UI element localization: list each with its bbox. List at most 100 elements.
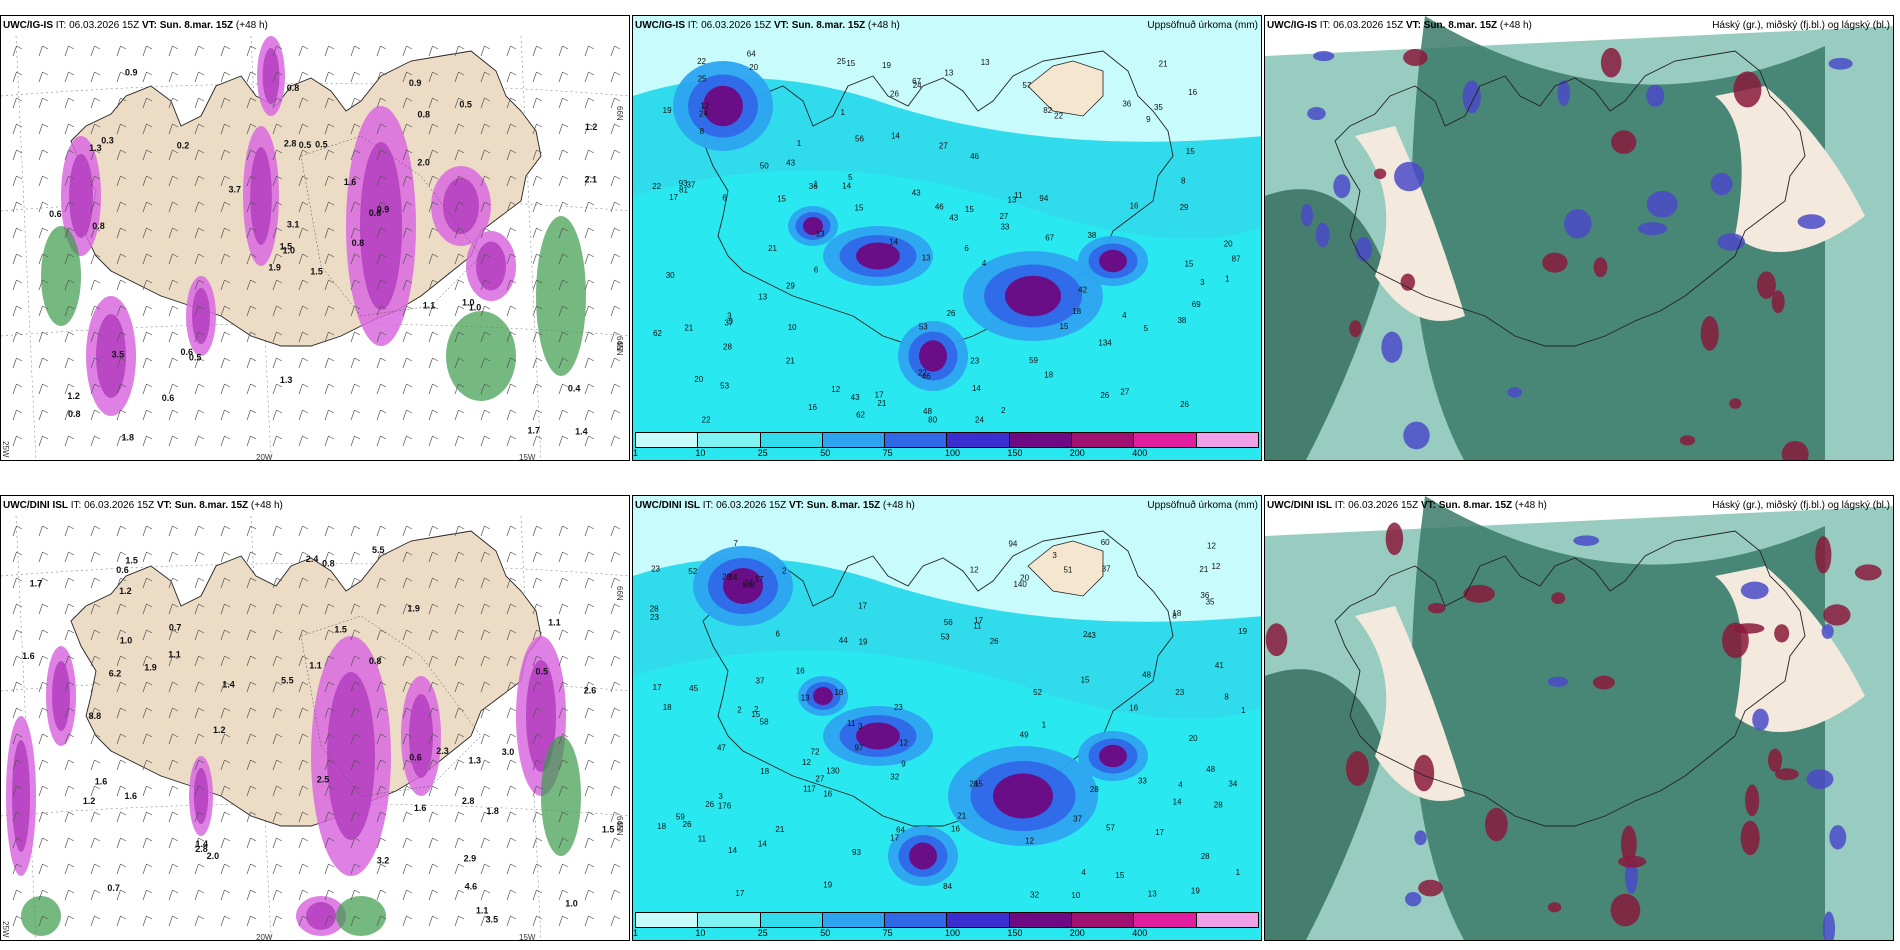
- wind-barb-flag: [328, 279, 335, 284]
- accumulation-label: 44: [839, 636, 848, 645]
- wind-barb: [194, 551, 199, 563]
- wind-barb-flag: [94, 305, 101, 310]
- accumulation-label: 47: [717, 743, 726, 752]
- wind-barb: [584, 383, 589, 395]
- wind-barb: [610, 45, 615, 57]
- colorbar-tick-label: 100: [945, 448, 961, 458]
- clear-gap: [1355, 606, 1465, 801]
- wind-barb: [584, 707, 589, 719]
- wind-barb-flag: [42, 149, 49, 154]
- wind-barb-flag: [250, 123, 257, 128]
- wind-barb-flag: [536, 149, 543, 154]
- wind-barb-flag: [406, 149, 413, 154]
- colorbar-cell: [1072, 913, 1135, 927]
- convective-cloud: [1774, 624, 1790, 643]
- precip-patch-100: [813, 687, 833, 705]
- wind-barb: [272, 253, 277, 265]
- wind-barb-flag: [302, 785, 309, 790]
- wind-barb-flag: [354, 811, 361, 816]
- wind-barb-flag: [250, 71, 257, 76]
- wind-barb-flag: [562, 253, 569, 258]
- wind-barb: [90, 681, 95, 693]
- wind-barb-flag: [42, 915, 49, 920]
- wind-barb: [324, 681, 329, 693]
- wind-barb: [480, 915, 485, 927]
- wind-barb-flag: [458, 759, 465, 764]
- wind-barb-flag: [510, 331, 517, 336]
- wind-barb-flag: [354, 71, 361, 76]
- wind-barb-flag: [16, 227, 23, 232]
- accumulation-label: 30: [666, 271, 675, 280]
- wind-barb: [610, 655, 615, 667]
- wind-barb: [532, 227, 537, 239]
- wind-barb-flag: [458, 655, 465, 660]
- wind-barb-flag: [380, 707, 387, 712]
- wind-barb: [402, 409, 407, 421]
- wind-barb: [558, 435, 563, 447]
- wind-barb-flag: [172, 551, 179, 556]
- wind-barb-flag: [120, 655, 127, 660]
- wind-barb-flag: [328, 733, 335, 738]
- wind-barb: [324, 45, 329, 57]
- precip-value-label: 3.1: [287, 219, 300, 229]
- accumulation-label: 24: [975, 415, 984, 424]
- wind-barb-flag: [588, 681, 595, 686]
- wind-barb-flag: [94, 837, 101, 842]
- accumulation-label: 18: [760, 767, 769, 776]
- wind-barb-flag: [16, 681, 23, 686]
- precip-band-core: [192, 288, 210, 344]
- colorbar-cell: [1009, 433, 1073, 447]
- wind-barb: [220, 759, 225, 771]
- wind-barb: [324, 733, 329, 745]
- wind-barb-flag: [406, 629, 413, 634]
- wind-barb: [428, 45, 433, 57]
- precip-value-label: 1.5: [310, 267, 323, 277]
- wind-barb: [246, 45, 251, 57]
- wind-barb-flag: [614, 331, 621, 336]
- convective-cloud: [1547, 902, 1562, 913]
- wind-barb-flag: [68, 45, 75, 50]
- wind-barb-flag: [536, 603, 543, 608]
- accumulation-label: 16: [1130, 201, 1139, 210]
- wind-barb-flag: [406, 811, 413, 816]
- accumulation-label: 33: [1000, 223, 1009, 232]
- wind-barb-flag: [588, 435, 595, 440]
- wind-barb: [90, 525, 95, 537]
- wind-barb: [116, 331, 121, 343]
- wind-barb: [480, 525, 485, 537]
- accumulation-label: 36: [1122, 100, 1131, 109]
- wind-barb: [454, 785, 459, 797]
- wind-barb: [532, 305, 537, 317]
- wind-barb-flag: [224, 45, 231, 50]
- wind-barb-flag: [276, 863, 283, 868]
- accumulation-label: 3: [718, 792, 723, 801]
- wind-barb: [402, 863, 407, 875]
- wind-barb-flag: [198, 863, 205, 868]
- accumulation-label: 26: [705, 800, 714, 809]
- wind-barb: [38, 655, 43, 667]
- wind-barb-flag: [588, 785, 595, 790]
- accumulation-label: 2: [737, 705, 742, 714]
- wind-barb: [194, 357, 199, 369]
- wind-barb-flag: [198, 655, 205, 660]
- wind-barb: [142, 577, 147, 589]
- wind-barb: [480, 577, 485, 589]
- wind-barb-flag: [42, 435, 49, 440]
- wind-barb-flag: [406, 45, 413, 50]
- wind-barb-flag: [146, 123, 153, 128]
- wind-barb: [324, 577, 329, 589]
- wind-barb: [298, 201, 303, 213]
- wind-barb-flag: [146, 97, 153, 102]
- panel-header: UWC/IG-IS IT: 06.03.2026 15Z VT: Sun. 8.…: [633, 16, 1261, 34]
- convective-cloud: [1507, 387, 1523, 398]
- wind-barb: [480, 409, 485, 421]
- wind-barb: [12, 253, 17, 265]
- wind-barb: [168, 889, 173, 901]
- wind-barb: [402, 435, 407, 447]
- wind-barb-flag: [458, 305, 465, 310]
- accumulation-label: 41: [1215, 661, 1224, 670]
- wind-barb-flag: [172, 331, 179, 336]
- wind-barb: [194, 123, 199, 135]
- precip-value-label: 0.8: [352, 238, 365, 248]
- precip-value-label: 1.5: [125, 556, 138, 566]
